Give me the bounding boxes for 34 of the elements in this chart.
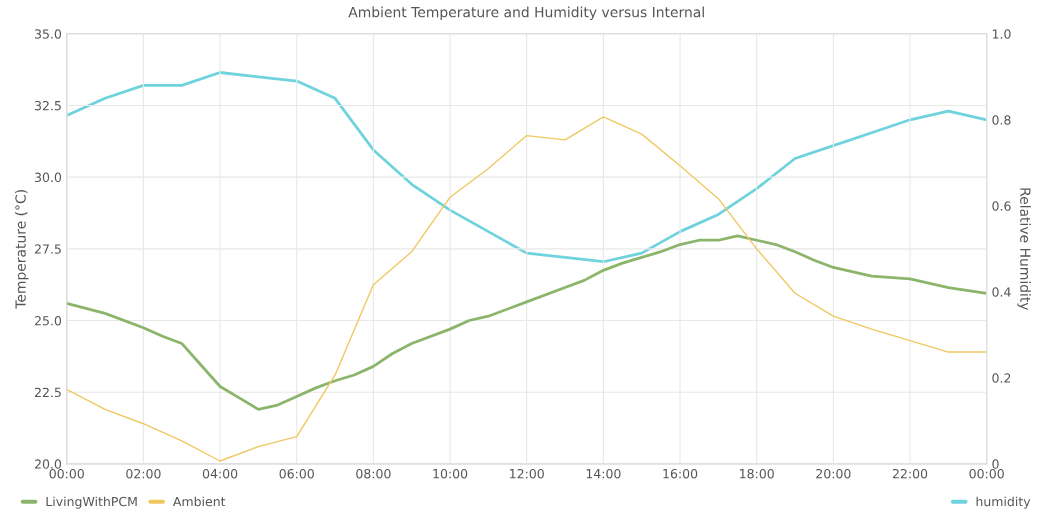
y-tick-label: 35.0: [35, 29, 62, 39]
y-tick-label: 25.0: [34, 315, 62, 326]
x-tick-label: 22:00: [892, 468, 928, 479]
y2-tick-label: 0.2: [992, 373, 1011, 383]
y-tick-label: 27.5: [34, 244, 61, 254]
y2-tick-label: 1.0: [992, 29, 1011, 39]
line-series: [66, 71, 987, 264]
y-tick-label: 32.5: [35, 100, 61, 111]
y2-tick-label: 0.4: [992, 287, 1011, 297]
y-tick-label: 20.0: [34, 459, 62, 469]
x-tick-label: 00:00: [969, 468, 1004, 479]
x-tick-label: 14:00: [586, 468, 621, 479]
x-tick-label: 20:00: [816, 468, 851, 479]
x-tick-label: 12:00: [510, 468, 544, 479]
x-tick-label: 06:00: [279, 468, 314, 479]
legend-label: Ambient: [172, 496, 226, 507]
y2-tick-label: 0.6: [992, 201, 1011, 211]
x-tick-label: 10:00: [433, 468, 468, 479]
x-tick-label: 08:00: [356, 468, 391, 479]
y-tick-label: 22.5: [34, 387, 61, 398]
y-axis-title: Temperature (°C): [15, 190, 29, 309]
x-tick-label: 00:00: [49, 468, 84, 479]
y-tick-label: 30.0: [35, 172, 62, 183]
legend-label: LivingWithPCM: [46, 496, 137, 509]
legend-label: humidity: [976, 496, 1031, 509]
x-tick-label: 04:00: [202, 468, 238, 479]
x-tick-label: 18:00: [740, 468, 774, 479]
y2-axis-title: Relative Humidity: [1017, 188, 1031, 311]
x-tick-label: 16:00: [663, 468, 698, 479]
y2-tick-label: 0.8: [992, 115, 1011, 125]
x-tick-label: 02:00: [126, 468, 161, 479]
chart-title: Ambient Temperature and Humidity versus Internal: [348, 6, 704, 21]
line-series: [66, 234, 987, 411]
y2-tick-label: 0: [992, 459, 999, 469]
